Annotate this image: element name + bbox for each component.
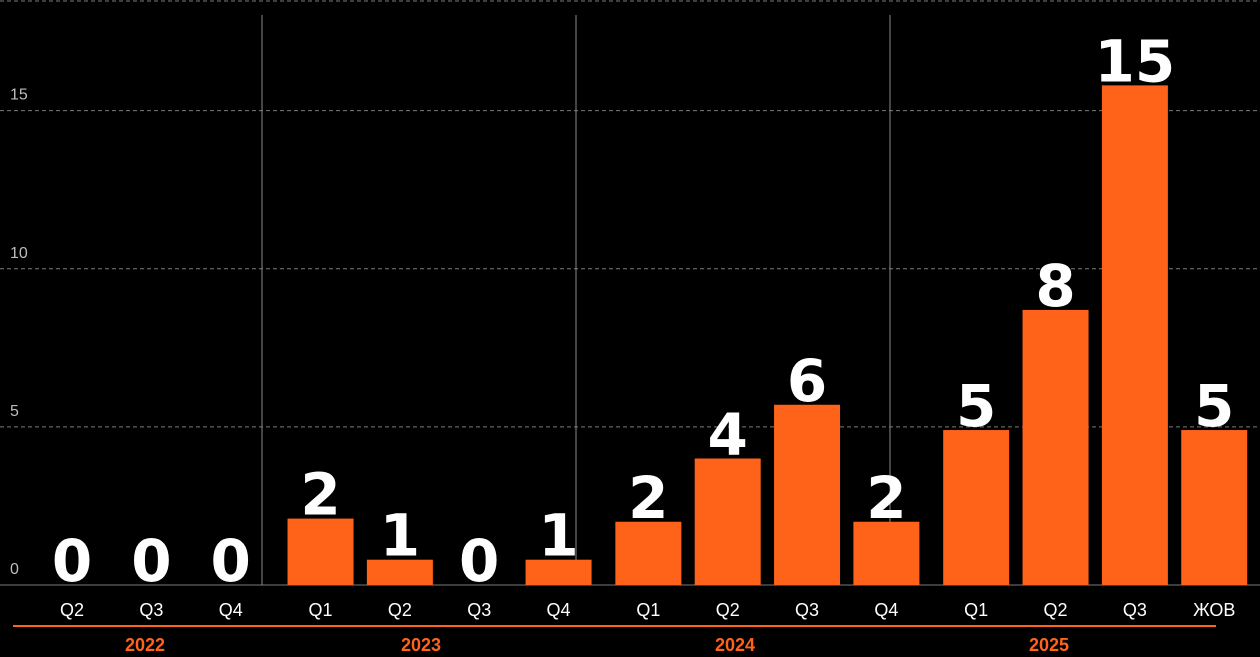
bars [287, 85, 1248, 585]
value-label: 5 [956, 372, 996, 440]
category-label: Q1 [964, 600, 988, 620]
y-tick-label: 5 [10, 403, 19, 420]
bar-8 [694, 458, 761, 585]
category-label: Q4 [874, 600, 898, 620]
bar-9 [774, 404, 841, 585]
value-label: 6 [787, 347, 827, 415]
category-label: Q3 [1123, 600, 1147, 620]
category-label: Q2 [388, 600, 412, 620]
value-label: 1 [538, 502, 578, 570]
year-label: 2025 [1029, 635, 1069, 655]
value-label: 2 [628, 464, 668, 532]
y-tick-label: 0 [10, 561, 19, 578]
year-groups: 2022 2023 2024 2025 [13, 625, 1216, 655]
year-label: 2023 [401, 635, 441, 655]
y-tick-label: 10 [10, 245, 28, 262]
category-label: Q2 [60, 600, 84, 620]
category-label: Q3 [795, 600, 819, 620]
category-label: Q1 [309, 600, 333, 620]
value-label: 0 [131, 527, 171, 595]
value-label: 2 [300, 461, 340, 529]
category-label: Q1 [636, 600, 660, 620]
bar-7 [615, 521, 682, 585]
category-label: Q2 [716, 600, 740, 620]
bar-10 [853, 521, 920, 585]
year-label: 2022 [125, 635, 165, 655]
value-label: 0 [52, 527, 92, 595]
category-label: ЖОВ [1193, 600, 1235, 620]
bar-3 [287, 518, 354, 585]
value-label: 8 [1035, 252, 1075, 320]
value-label: 0 [459, 527, 499, 595]
value-label: 5 [1194, 372, 1234, 440]
category-label: Q4 [547, 600, 571, 620]
category-label: Q4 [219, 600, 243, 620]
bar-13 [1101, 85, 1168, 585]
value-label: 4 [708, 401, 748, 469]
value-label: 0 [211, 527, 251, 595]
category-label: Q3 [467, 600, 491, 620]
value-label: 1 [380, 502, 420, 570]
category-label: Q3 [139, 600, 163, 620]
value-label: 2 [866, 464, 906, 532]
bar-11 [943, 430, 1010, 585]
bar-12 [1022, 309, 1089, 585]
category-labels: Q2 Q3 Q4 Q1 Q2 Q3 Q4 Q1 Q2 Q3 Q4 Q1 Q2 Q3 ЖОВ [60, 600, 1235, 620]
year-label: 2024 [715, 635, 755, 655]
group-separators [261, 15, 891, 585]
bar-14 [1181, 430, 1248, 585]
y-tick-label: 15 [10, 87, 28, 104]
y-axis-ticks: 0 5 10 15 [10, 87, 28, 578]
category-label: Q2 [1044, 600, 1068, 620]
bar-6 [525, 559, 592, 585]
bar-4 [366, 559, 433, 585]
value-label: 15 [1095, 27, 1176, 95]
